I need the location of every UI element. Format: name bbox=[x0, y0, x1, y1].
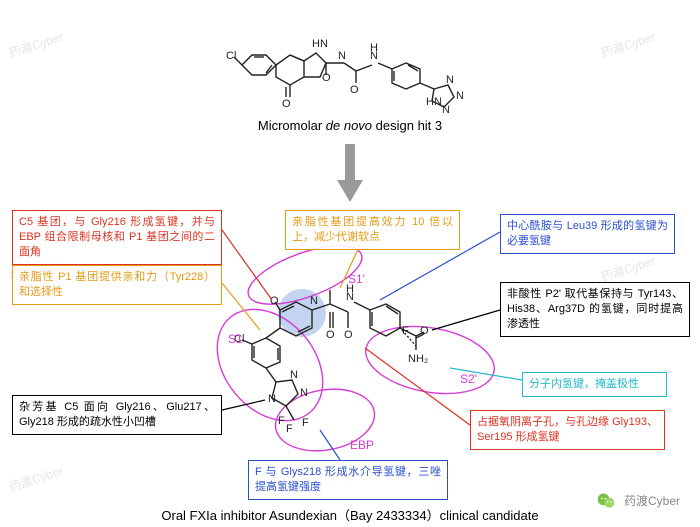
transform-arrow bbox=[335, 144, 365, 204]
svg-text:N: N bbox=[268, 393, 276, 405]
watermark: 药渡Cyber bbox=[7, 28, 66, 61]
pocket-label-s2prime: S2' bbox=[460, 372, 477, 386]
top-caption-post: design hit 3 bbox=[372, 118, 442, 133]
ann-lipophilic-10x: 亲脂性基团提高效力 10 倍以上，减少代谢软点 bbox=[285, 210, 460, 250]
svg-text:N: N bbox=[310, 295, 318, 307]
ann-leu39: 中心酰胺与 Leu39 形成的氢键为必要氢键 bbox=[500, 214, 675, 254]
watermark: 药渡Cyber bbox=[599, 252, 658, 285]
svg-text:F: F bbox=[278, 415, 285, 427]
svg-text:O: O bbox=[350, 84, 359, 96]
watermark: 药渡Cyber bbox=[7, 462, 66, 495]
svg-text:F: F bbox=[302, 417, 309, 429]
watermark: 药渡Cyber bbox=[599, 28, 658, 61]
pocket-label-s1prime: S1' bbox=[348, 272, 365, 286]
svg-text:N: N bbox=[290, 369, 298, 381]
top-caption-italic: de novo bbox=[326, 118, 372, 133]
svg-text:O: O bbox=[282, 98, 291, 110]
top-caption-pre: Micromolar bbox=[258, 118, 326, 133]
svg-text:N: N bbox=[338, 50, 346, 62]
wechat-icon bbox=[596, 491, 616, 511]
svg-text:N: N bbox=[456, 90, 464, 102]
ann-p2-tyr143: 非酸性 P2' 取代基保持与 Tyr143、His38、Arg37D 的氢键，同… bbox=[500, 282, 690, 337]
bottom-caption: Oral FXIa inhibitor Asundexian（Bay 24333… bbox=[0, 505, 700, 524]
ann-c5-gly216-218: 杂芳基 C5 面向 Gly216、Glu217、Gly218 形成的疏水性小凹槽 bbox=[12, 395, 222, 435]
svg-text:HN: HN bbox=[312, 38, 328, 50]
svg-text:N: N bbox=[446, 74, 454, 86]
svg-text:NH₂: NH₂ bbox=[408, 353, 428, 365]
bottom-structure: O N N H O O F O NH₂ Cl bbox=[230, 280, 470, 450]
svg-text:Cl: Cl bbox=[226, 50, 236, 62]
svg-text:HN: HN bbox=[426, 96, 442, 108]
arrow-svg bbox=[335, 144, 365, 204]
svg-text:H: H bbox=[370, 42, 378, 54]
top-structure: Cl HN O O N O N H N N N HN bbox=[220, 5, 480, 115]
top-structure-svg: Cl HN O O N O N H N N N HN bbox=[220, 5, 480, 115]
ann-p1-tyr228: 亲脂性 P1 基团提供亲和力（Tyr228）和选择性 bbox=[12, 265, 222, 305]
ann-f-gly218: F 与 Glys218 形成水介导氢键，三唑提高氢键强度 bbox=[248, 460, 448, 500]
ann-oxyanion: 占据氧阴离子孔，与孔边缘 Gly193、Ser195 形成氢键 bbox=[470, 410, 665, 450]
top-caption: Micromolar de novo design hit 3 bbox=[0, 118, 700, 133]
wechat-label: 药渡Cyber bbox=[624, 492, 680, 509]
svg-text:F: F bbox=[286, 423, 293, 435]
ann-intramol-h: 分子内氢键，掩盖极性 bbox=[522, 372, 667, 397]
pocket-label-s1: S1 bbox=[228, 332, 243, 346]
ann-c5-gly216-ebp: C5 基团，与 Gly216 形成氢键，并与 EBP 组合限制母核和 P1 基团… bbox=[12, 210, 222, 265]
svg-text:N: N bbox=[442, 104, 450, 115]
svg-text:N: N bbox=[300, 387, 308, 399]
svg-text:O: O bbox=[326, 329, 335, 341]
pocket-label-ebp: EBP bbox=[350, 438, 374, 452]
bottom-structure-svg: O N N H O O F O NH₂ Cl bbox=[230, 280, 470, 450]
svg-text:O: O bbox=[344, 329, 353, 341]
